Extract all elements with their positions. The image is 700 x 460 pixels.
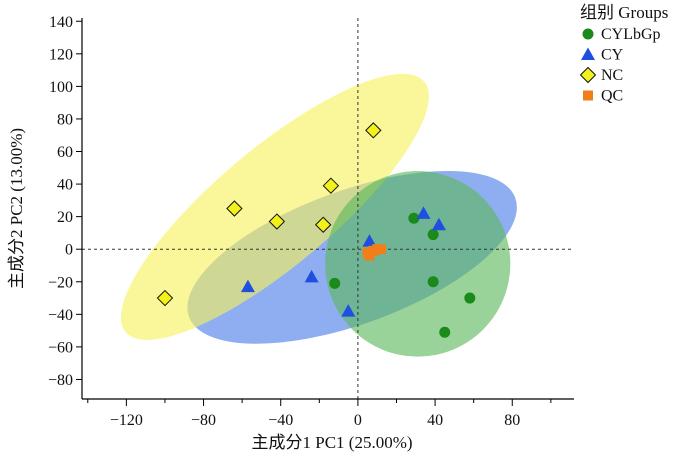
y-tick-label: 0 [65, 242, 73, 259]
x-tick-label: −80 [191, 412, 216, 429]
legend-title: 组别 Groups [580, 3, 668, 22]
point-cylbgp-2 [427, 229, 439, 241]
legend-label-cylbgp: CYLbGp [601, 26, 661, 43]
x-tick-label: 40 [427, 412, 443, 429]
point-cylbgp-4 [427, 276, 439, 288]
y-tick-label: 140 [49, 14, 73, 31]
legend-item-cylbgp: CYLbGp [582, 26, 661, 43]
reference-lines [82, 18, 574, 399]
point-cy-6 [341, 304, 356, 317]
point-cy-3 [362, 234, 377, 247]
legend-item-cy: CY [581, 47, 624, 64]
legend-label-nc: NC [601, 67, 623, 84]
y-tick-label: 100 [49, 79, 73, 96]
ellipse-cylbgp [325, 171, 511, 357]
legend-marker-nc [579, 66, 597, 84]
point-nc-5 [314, 216, 332, 233]
point-nc-4 [268, 213, 286, 230]
legend-item-qc: QC [583, 88, 623, 105]
y-tick-label: −20 [48, 274, 73, 291]
point-nc-2 [322, 177, 340, 194]
y-tick-label: 120 [49, 46, 73, 63]
y-tick-label: 20 [57, 209, 73, 226]
legend-marker-cylbgp [582, 28, 594, 40]
point-cylbgp-5 [464, 292, 476, 304]
x-tick-label: 0 [354, 412, 362, 429]
point-cy-2 [431, 217, 446, 231]
x-axis-title: 主成分1 PC1 (25.00%) [251, 433, 412, 452]
point-cy-4 [240, 279, 255, 293]
point-nc-3 [226, 200, 243, 217]
x-tick-label: 80 [504, 412, 520, 429]
data-points [156, 122, 476, 338]
point-cylbgp-3 [329, 277, 341, 289]
y-axis-title: 主成分2 PC2 (13.00%) [7, 128, 26, 289]
y-tick-label: −60 [48, 339, 73, 356]
legend-marker-qc [583, 90, 593, 101]
legend-label-cy: CY [601, 47, 624, 64]
legend-label-qc: QC [601, 88, 623, 105]
point-qc-5 [372, 244, 383, 255]
y-tick-label: −40 [48, 307, 73, 324]
axes: −120 −80 −40 0 40 80 −80 −60 −40 −20 0 20 40 60 80 100 1… [7, 14, 574, 452]
y-tick-label: 40 [57, 177, 73, 194]
legend-marker-cy [581, 47, 595, 60]
point-nc-1 [365, 122, 382, 139]
point-qc-4 [364, 250, 375, 261]
x-tick-label: −120 [110, 412, 143, 429]
y-tick-label: −80 [48, 372, 73, 389]
ellipse-nc [120, 73, 429, 340]
confidence-ellipses [120, 73, 517, 357]
point-cylbgp-6 [439, 326, 451, 338]
x-tick-label: −40 [268, 412, 293, 429]
point-cy-1 [416, 206, 431, 219]
point-cylbgp-1 [408, 212, 420, 224]
y-tick-label: 80 [57, 111, 73, 128]
legend-item-nc: NC [579, 66, 623, 84]
point-cy-5 [304, 269, 319, 283]
y-tick-label: 60 [57, 144, 73, 161]
legend: 组别 Groups CYLbGp CY NC QC [579, 3, 668, 105]
point-nc-6 [156, 289, 174, 307]
